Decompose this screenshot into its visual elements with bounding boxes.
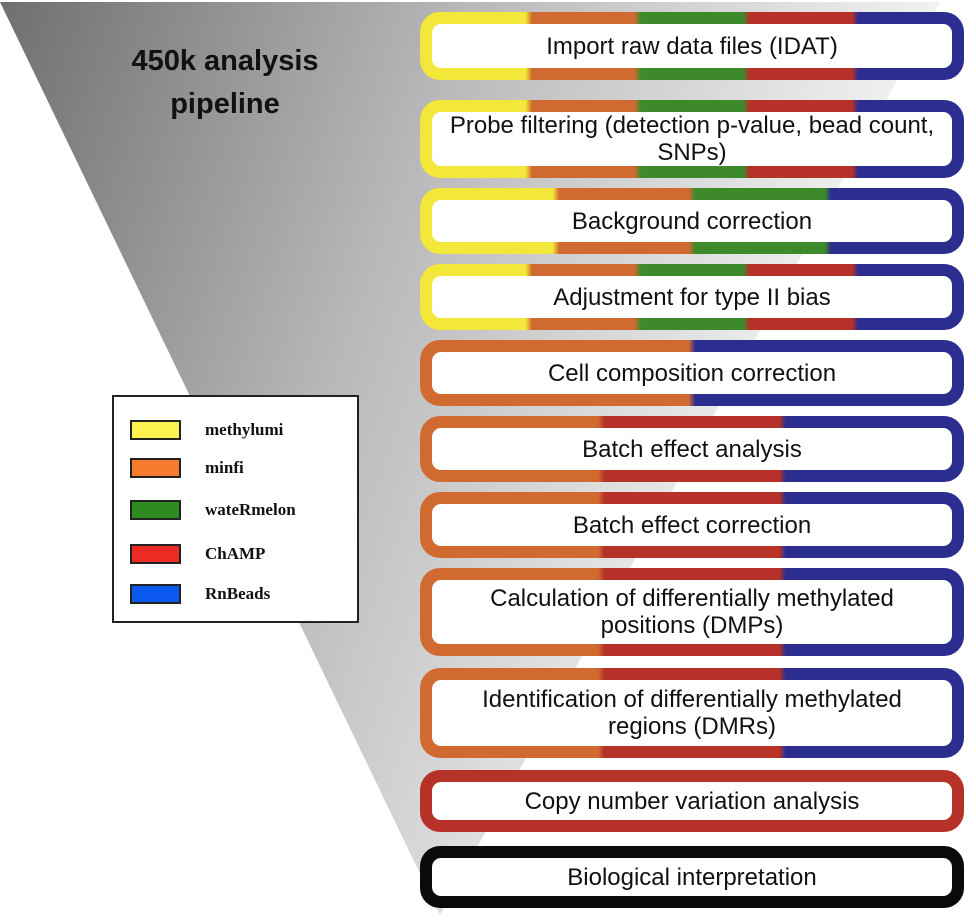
pipeline-step: Batch effect correction xyxy=(420,492,964,558)
step-label: Cell composition correction xyxy=(432,352,952,394)
step-label: Adjustment for type II bias xyxy=(432,276,952,318)
pipeline-step: Background correction xyxy=(420,188,964,254)
legend-item-minfi: minfi xyxy=(130,457,244,479)
legend-item-methylumi: methylumi xyxy=(130,419,283,441)
pipeline-step: Identification of differentially methyla… xyxy=(420,668,964,758)
legend-item-wateRmelon: wateRmelon xyxy=(130,499,296,521)
step-label: Probe filtering (detection p-value, bead… xyxy=(432,112,952,166)
legend-label: methylumi xyxy=(205,420,284,439)
step-label: Batch effect analysis xyxy=(432,428,952,470)
pipeline-step: Adjustment for type II bias xyxy=(420,264,964,330)
legend-swatch xyxy=(130,420,181,440)
pipeline-step: Biological interpretation xyxy=(420,846,964,908)
diagram-title: 450k analysis pipeline xyxy=(90,40,360,126)
pipeline-step: Copy number variation analysis xyxy=(420,770,964,832)
legend-label: RnBeads xyxy=(205,584,271,603)
pipeline-step: Calculation of differentially methylated… xyxy=(420,568,964,656)
legend-item-RnBeads: RnBeads xyxy=(130,583,270,605)
title-line-2: pipeline xyxy=(170,88,280,120)
legend-swatch xyxy=(130,584,181,604)
title-line-1: 450k analysis xyxy=(131,45,319,77)
step-label: Identification of differentially methyla… xyxy=(432,680,952,746)
legend-swatch xyxy=(130,500,181,520)
legend-label: minfi xyxy=(205,458,244,477)
step-label: Calculation of differentially methylated… xyxy=(432,580,952,644)
legend-swatch xyxy=(130,458,181,478)
step-label: Batch effect correction xyxy=(432,504,952,546)
legend-item-ChAMP: ChAMP xyxy=(130,543,265,565)
legend-swatch xyxy=(130,544,181,564)
step-label: Background correction xyxy=(432,200,952,242)
legend-label: wateRmelon xyxy=(205,500,296,519)
pipeline-step: Probe filtering (detection p-value, bead… xyxy=(420,100,964,178)
pipeline-step: Import raw data files (IDAT) xyxy=(420,12,964,80)
pipeline-step: Batch effect analysis xyxy=(420,416,964,482)
step-label: Import raw data files (IDAT) xyxy=(432,24,952,68)
legend: methylumi minfi wateRmelon ChAMP RnBeads xyxy=(112,395,359,623)
pipeline-step: Cell composition correction xyxy=(420,340,964,406)
step-label: Copy number variation analysis xyxy=(432,782,952,820)
step-label: Biological interpretation xyxy=(432,858,952,896)
legend-label: ChAMP xyxy=(205,544,266,563)
